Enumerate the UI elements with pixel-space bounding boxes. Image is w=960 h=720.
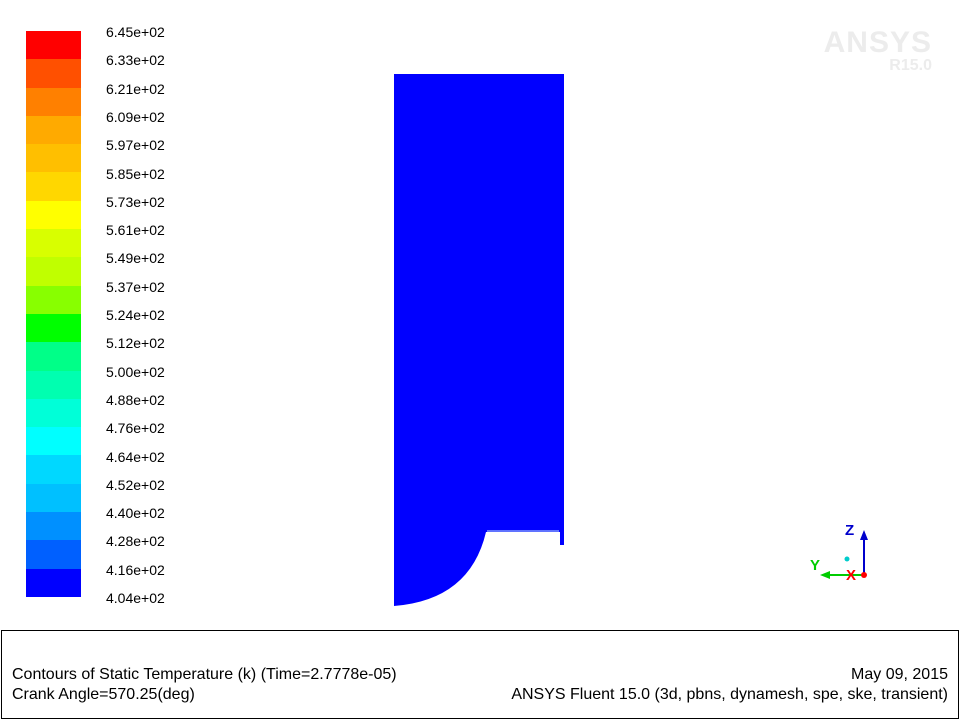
colorbar-swatch [26, 455, 81, 484]
colorbar-swatch [26, 87, 81, 116]
colorbar-label: 4.76e+02 [106, 420, 165, 437]
colorbar-swatch [26, 257, 81, 286]
plot-date: May 09, 2015 [851, 666, 948, 683]
colorbar-label: 5.12e+02 [106, 335, 165, 352]
crank-angle-label: Crank Angle=570.25(deg) [12, 686, 195, 703]
colorbar-swatch [26, 229, 81, 258]
plot-title: Contours of Static Temperature (k) (Time… [12, 666, 397, 683]
colorbar-swatch [26, 31, 81, 60]
colorbar-label: 6.45e+02 [106, 24, 165, 40]
colorbar-swatch [26, 370, 81, 399]
colorbar-swatch [26, 285, 81, 314]
colorbar-label: 5.49e+02 [106, 250, 165, 267]
colorbar-label: 5.97e+02 [106, 137, 165, 154]
colorbar-label: 5.61e+02 [106, 222, 165, 239]
colorbar-label: 4.04e+02 [106, 590, 165, 606]
watermark-brand: ANSYS [823, 26, 932, 59]
ansys-watermark-logo: ANSYS R15.0 [824, 28, 932, 74]
colorbar-swatch [26, 540, 81, 569]
solver-info: ANSYS Fluent 15.0 (3d, pbns, dynamesh, s… [511, 686, 948, 703]
colorbar [26, 31, 81, 597]
colorbar-swatch [26, 568, 81, 597]
colorbar-swatch [26, 200, 81, 230]
y-axis-label: Y [810, 557, 821, 574]
z-axis-label: Z [845, 522, 855, 539]
colorbar-label: 5.37e+02 [106, 278, 165, 295]
colorbar-label: 5.24e+02 [106, 307, 165, 323]
watermark-version: R15.0 [889, 57, 932, 74]
colorbar-label: 4.52e+02 [106, 476, 165, 493]
colorbar-label: 5.73e+02 [106, 193, 165, 210]
colorbar-swatch [26, 144, 81, 173]
colorbar-swatch [26, 398, 81, 428]
cylinder-domain-contour [394, 74, 564, 606]
triad-marker-dot [844, 556, 850, 562]
x-axis-origin-dot [861, 572, 867, 578]
colorbar-swatch [26, 512, 81, 541]
colorbar-label: 5.85e+02 [106, 165, 165, 182]
colorbar-swatch [26, 115, 81, 145]
colorbar-label: 4.40e+02 [106, 505, 165, 522]
y-axis-arrowhead [820, 571, 830, 579]
colorbar-swatch [26, 427, 81, 456]
caption-panel: Contours of Static Temperature (k) (Time… [1, 630, 959, 719]
colorbar-label: 6.21e+02 [106, 80, 165, 97]
graphics-window[interactable]: 6.45e+02 6.33e+02 6.21e+02 6.09e+02 5.97e+02… [0, 0, 960, 630]
axis-triad: Z Y X [800, 518, 880, 598]
x-axis-label: X [846, 567, 857, 584]
colorbar-label: 4.88e+02 [106, 391, 165, 408]
contour-plot[interactable] [0, 0, 960, 630]
colorbar-label: 5.00e+02 [106, 363, 165, 380]
colorbar-swatch [26, 483, 81, 513]
colorbar-label: 4.16e+02 [106, 561, 165, 578]
z-axis-arrowhead [860, 530, 868, 540]
colorbar-swatch [26, 172, 81, 201]
colorbar-label: 6.09e+02 [106, 108, 165, 125]
colorbar-swatch [26, 342, 81, 371]
colorbar-swatch [26, 313, 81, 343]
colorbar-label: 4.64e+02 [106, 448, 165, 465]
colorbar-label: 4.28e+02 [106, 533, 165, 550]
colorbar-swatch [26, 59, 81, 88]
colorbar-label: 6.33e+02 [106, 52, 165, 69]
